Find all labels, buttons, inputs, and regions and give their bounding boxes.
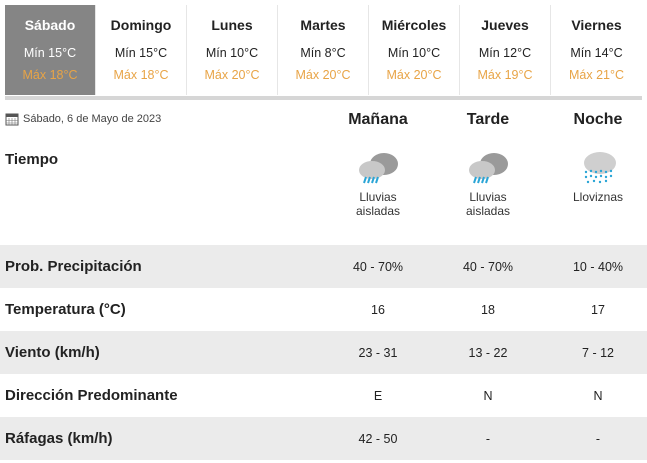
value-tarde: - <box>485 431 491 446</box>
min-temp: Mín 10°C <box>387 46 441 60</box>
value-noche: - <box>595 431 601 446</box>
weather-noche: Lloviznas <box>543 150 647 204</box>
day-name: Sábado <box>24 17 76 33</box>
tab-domingo[interactable]: Domingo Mín 15°C Máx 18°C <box>96 5 187 95</box>
day-name: Lunes <box>211 17 253 33</box>
row-direccion: Dirección Predominante E N N <box>0 374 647 417</box>
tab-sabado[interactable]: Sábado Mín 15°C Máx 18°C <box>5 5 96 95</box>
tab-viernes[interactable]: Viernes Mín 14°C Máx 21°C <box>551 5 642 95</box>
weather-text: Lluvias <box>469 190 507 204</box>
cloud-drizzle-icon <box>584 152 616 184</box>
tab-jueves[interactable]: Jueves Mín 12°C Máx 19°C <box>460 5 551 95</box>
row-tiempo: Tiempo <box>0 138 647 245</box>
weather-text: Lloviznas <box>572 190 624 204</box>
min-temp: Mín 14°C <box>570 46 623 60</box>
min-temp: Mín 15°C <box>23 46 77 60</box>
row-viento: Viento (km/h) 23 - 31 13 - 22 7 - 12 <box>0 331 647 374</box>
day-name: Jueves <box>481 17 529 33</box>
value-tarde: N <box>483 388 493 403</box>
day-name: Martes <box>300 17 346 33</box>
max-temp: Máx 19°C <box>477 68 533 82</box>
cloud-storm-rain-icon <box>359 153 398 184</box>
value-manana: 16 <box>371 302 385 317</box>
weather-text: Lluvias <box>359 190 397 204</box>
value-manana: E <box>373 388 383 403</box>
weather-text: aisladas <box>355 204 401 218</box>
row-label: Ráfagas (km/h) <box>5 430 113 447</box>
day-name: Miércoles <box>381 17 447 33</box>
value-manana: 23 - 31 <box>358 345 398 360</box>
max-temp: Máx 20°C <box>204 68 260 82</box>
day-name: Domingo <box>110 17 172 33</box>
value-noche: 17 <box>591 302 605 317</box>
min-temp: Mín 15°C <box>114 46 168 60</box>
min-temp: Mín 10°C <box>205 46 259 60</box>
value-noche: 10 - 40% <box>572 259 624 274</box>
cloud-storm-rain-icon <box>469 153 508 184</box>
period-manana: Mañana <box>348 111 408 128</box>
value-noche: N <box>593 388 603 403</box>
value-tarde: 40 - 70% <box>462 259 514 274</box>
weather-text: aisladas <box>465 204 511 218</box>
tab-miercoles[interactable]: Miércoles Mín 10°C Máx 20°C <box>369 5 460 95</box>
row-label: Temperatura (°C) <box>5 301 126 318</box>
divider <box>5 96 642 100</box>
min-temp: Mín 12°C <box>478 46 532 60</box>
weather-manana: Lluvias aisladas <box>323 150 433 218</box>
period-noche: Noche <box>573 111 623 128</box>
date-label: Sábado, 6 de Mayo de 2023 <box>5 112 161 126</box>
calendar-icon <box>5 113 19 126</box>
value-noche: 7 - 12 <box>582 345 614 360</box>
row-temperatura: Temperatura (°C) 16 18 17 <box>0 288 647 331</box>
value-tarde: 13 - 22 <box>468 345 508 360</box>
row-label: Prob. Precipitación <box>5 258 142 275</box>
tab-lunes[interactable]: Lunes Mín 10°C Máx 20°C <box>187 5 278 95</box>
max-temp: Máx 20°C <box>386 68 442 82</box>
period-tarde: Tarde <box>466 111 510 128</box>
max-temp: Máx 18°C <box>113 68 169 82</box>
date-text: Sábado, 6 de Mayo de 2023 <box>23 113 162 125</box>
row-label: Viento (km/h) <box>5 344 100 361</box>
day-tabs: Sábado Mín 15°C Máx 18°C Domingo Mín 15°C Má… <box>5 5 642 95</box>
value-manana: 42 - 50 <box>358 431 398 446</box>
value-manana: 40 - 70% <box>352 259 404 274</box>
min-temp: Mín 8°C <box>300 46 346 60</box>
max-temp: Máx 21°C <box>568 68 625 82</box>
row-prob-precipitacion: Prob. Precipitación 40 - 70% 40 - 70% 10 - … <box>0 245 647 288</box>
tab-martes[interactable]: Martes Mín 8°C Máx 20°C <box>278 5 369 95</box>
day-name: Viernes <box>571 17 622 33</box>
weather-tarde: Lluvias aisladas <box>433 150 543 218</box>
max-temp: Máx 18°C <box>22 68 78 82</box>
value-tarde: 18 <box>481 302 495 317</box>
row-label: Dirección Predominante <box>5 387 178 404</box>
max-temp: Máx 20°C <box>295 68 351 82</box>
row-label: Tiempo <box>5 151 59 168</box>
row-rafagas: Ráfagas (km/h) 42 - 50 - - <box>0 417 647 460</box>
